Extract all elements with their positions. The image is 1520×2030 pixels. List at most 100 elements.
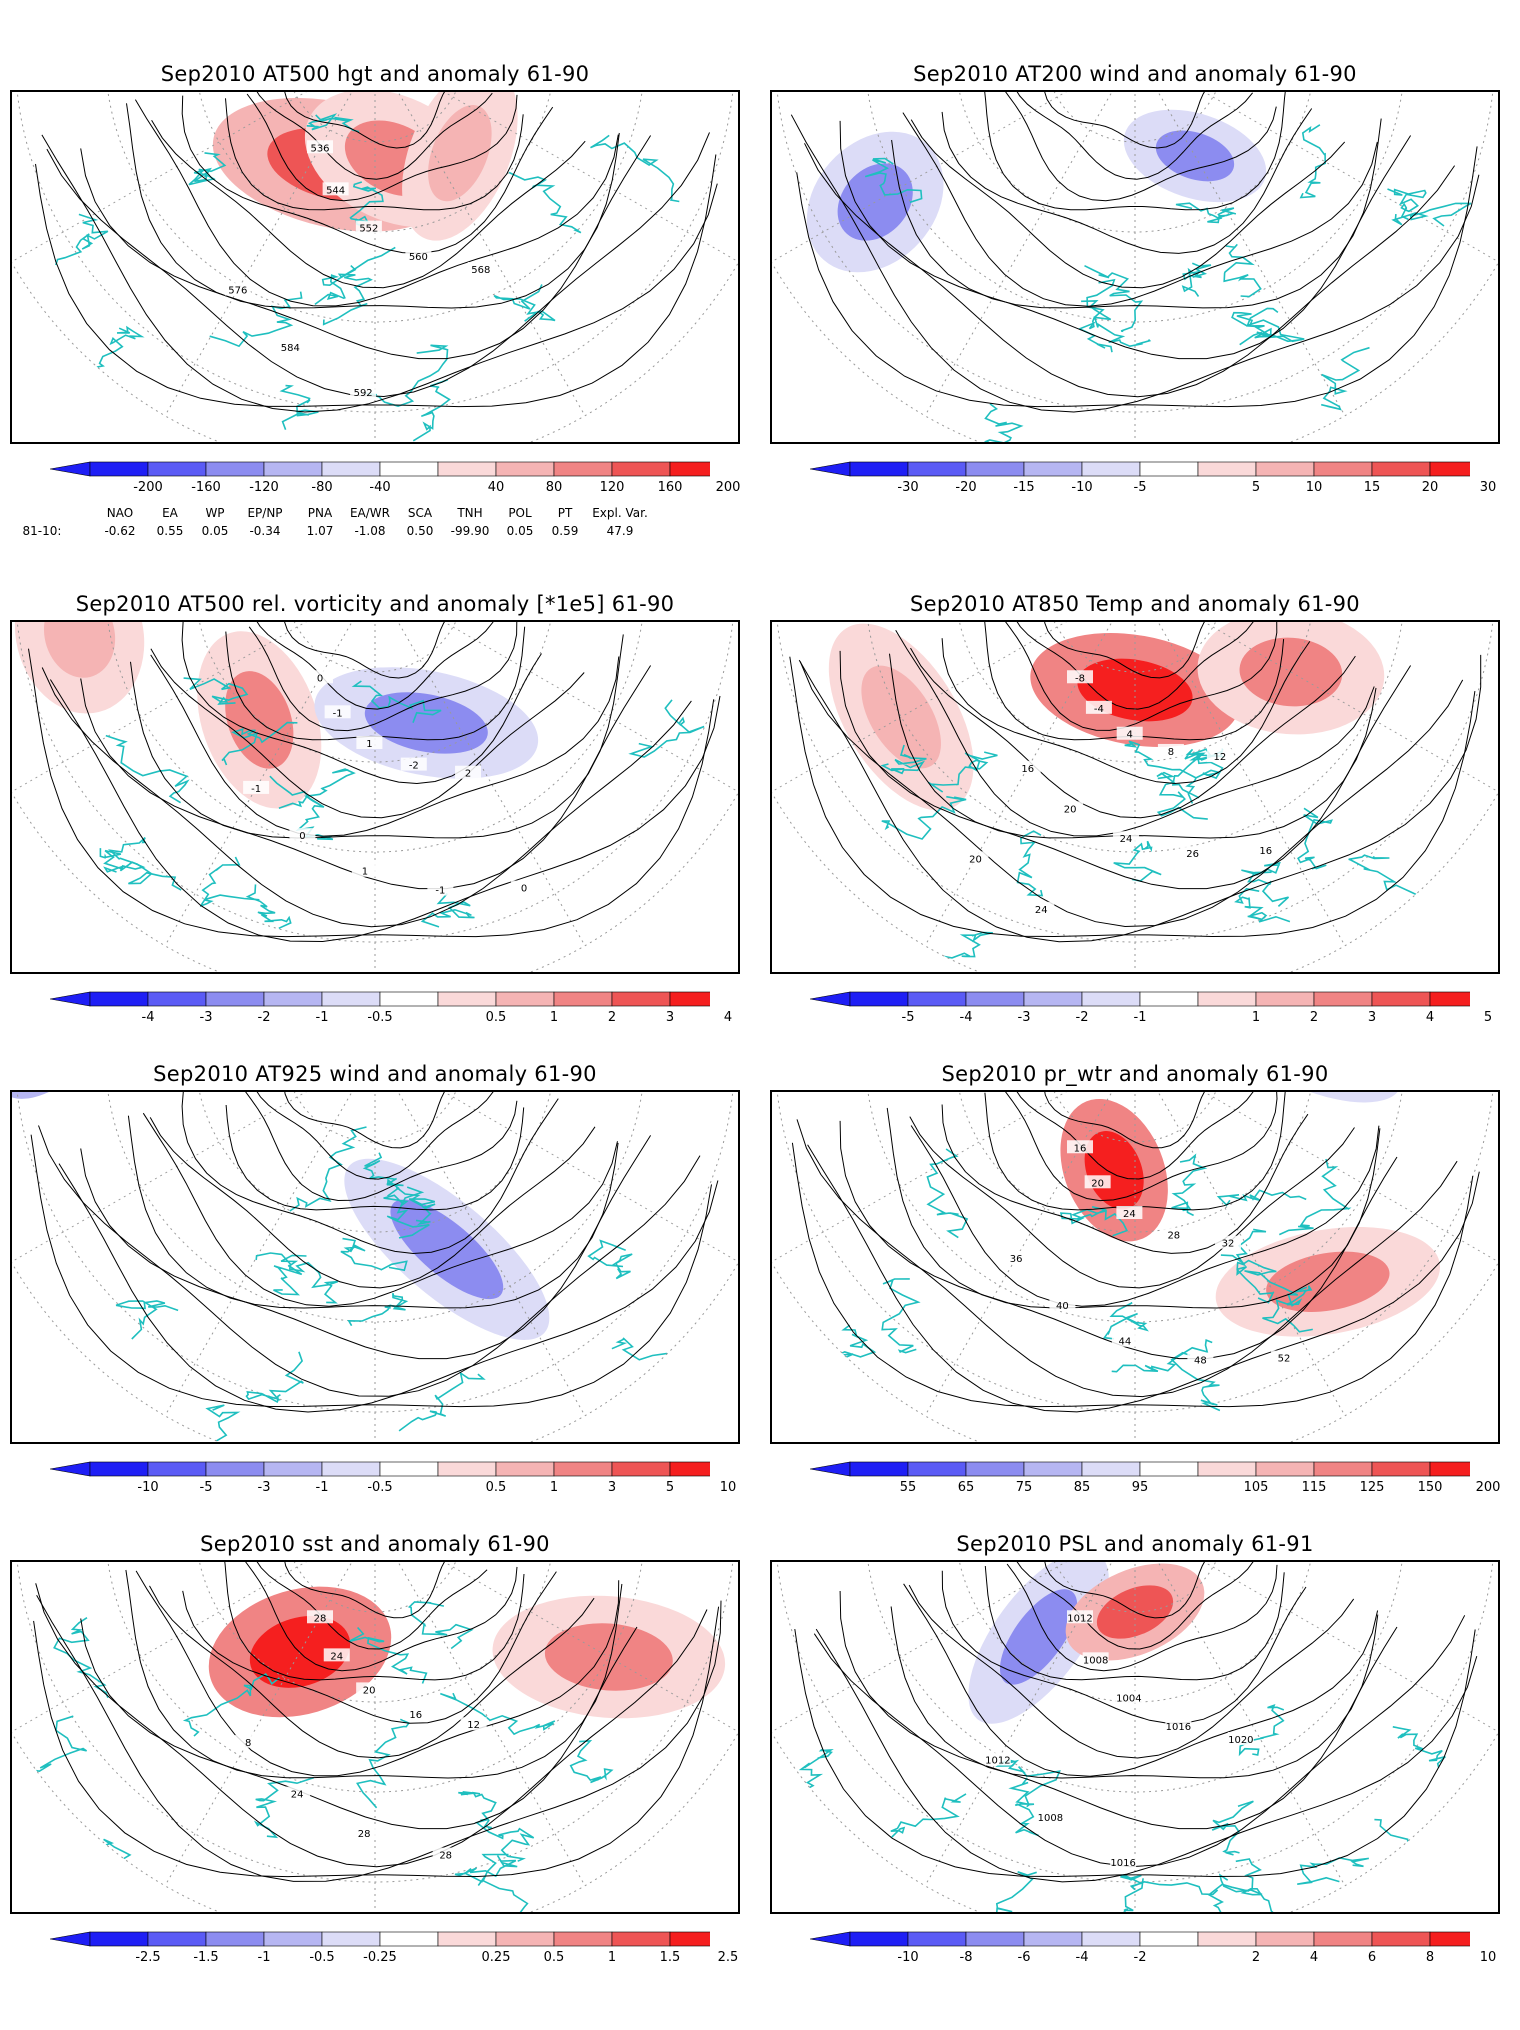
contour-label-bg: [467, 261, 494, 275]
contour-line: [35, 154, 717, 408]
contour-line: [794, 1629, 1476, 1878]
contour-line: [815, 1628, 1478, 1883]
coastline: [407, 1601, 474, 1650]
colorbar-tick-label: -30: [897, 480, 919, 495]
coastline: [1170, 1351, 1221, 1412]
coastline: [474, 1818, 535, 1862]
contour-label: 26: [1186, 849, 1199, 860]
colorbar-tick-label: 40: [487, 480, 505, 495]
colorbar-segment: [437, 991, 497, 1007]
colorbar-segment: [321, 991, 381, 1007]
colorbar-tick-label: 5: [1251, 480, 1261, 495]
coastline: [351, 680, 442, 723]
colorbar-segment: [263, 1461, 323, 1477]
contour-line: [1013, 92, 1253, 180]
map-panel-p5: Sep2010 AT925 wind and anomaly 61-90 -10-…: [10, 1060, 740, 1560]
colorbar-segment: [1255, 1461, 1315, 1477]
contour-line: [38, 1125, 701, 1397]
map-frame: 536 544 552 560 568 576 584 592: [10, 90, 740, 444]
coastline: [86, 1838, 139, 1890]
coastline: [340, 1237, 408, 1272]
colorbar-segment: [1371, 1461, 1431, 1477]
longitude-line: [1140, 1092, 1346, 1416]
contour-label-bg: [1187, 1352, 1214, 1366]
contour-label-bg: [277, 340, 304, 354]
colorbar-tick-label: 15: [1363, 480, 1381, 495]
contour-label-bg: [405, 249, 432, 263]
colorbar-segment: [1197, 991, 1257, 1007]
coastline: [926, 1148, 969, 1239]
colorbar-tick-label: 0.5: [543, 1950, 565, 1965]
index-value: -99.90: [450, 524, 490, 538]
contour-label-bg: [323, 1648, 350, 1662]
colorbar-segment: [1255, 991, 1315, 1007]
contour-label: 28: [314, 1613, 327, 1624]
colorbar-segment: [437, 1461, 497, 1477]
contour-label-bg: [356, 736, 383, 750]
longitude-line: [1145, 622, 1498, 793]
colorbar-tick-label: 80: [545, 480, 563, 495]
longitude-line: [164, 1092, 370, 1416]
contour-line: [246, 93, 518, 202]
colorbar-tick-label: -0.5: [309, 1950, 335, 1965]
color-bar: 55 65 75 85 95 105 115 125 150 200: [810, 1460, 1500, 1506]
coastline: [458, 1791, 497, 1829]
colorbar-segment: [849, 991, 909, 1007]
polar-map: 0 -1 1 -2 2 -1 0 1 -1 0: [12, 622, 738, 972]
coastline: [1297, 807, 1333, 870]
color-bar: -30 -20 -15 -10 -5 5 10 15 20 30: [810, 460, 1496, 506]
latitude-line: [284, 622, 466, 673]
contour-label-bg: [432, 1847, 459, 1861]
contour-line: [790, 114, 1480, 413]
contour-label: 24: [1120, 834, 1133, 845]
colorbar-segment: [495, 461, 555, 477]
colorbar-segment: [849, 461, 909, 477]
longitude-line: [380, 92, 586, 416]
longitude-line: [385, 92, 738, 263]
contour-label: 8: [245, 1738, 251, 1749]
coastline: [420, 893, 475, 928]
contour-line: [789, 656, 1476, 938]
coastline: [658, 888, 701, 923]
coastline: [278, 768, 356, 810]
colorbar-tick-label: 10: [1305, 480, 1323, 495]
contour-label: 536: [310, 143, 329, 154]
colorbar-segment: [89, 991, 149, 1007]
longitude-line: [1145, 1562, 1498, 1733]
coastline: [1392, 1726, 1446, 1768]
colorbar-segment: [669, 1931, 710, 1947]
longitude-line: [1140, 622, 1346, 946]
coastline: [1207, 1858, 1262, 1912]
anomaly-core: [861, 665, 941, 769]
contour-label: 1012: [985, 1756, 1010, 1767]
contour-label-bg: [289, 828, 316, 842]
contour-line: [799, 661, 1464, 928]
contour-label: 20: [969, 854, 982, 865]
coastline: [493, 284, 556, 322]
contour-line: [1014, 1092, 1254, 1180]
colorbar-segment: [907, 991, 967, 1007]
index-value: 0.55: [156, 524, 184, 538]
colorbar-tick-label: 2.5: [717, 1950, 739, 1965]
coastline: [957, 1871, 1037, 1912]
coastline: [1077, 278, 1116, 353]
colorbar-segment: [1429, 1461, 1470, 1477]
contour-line: [1043, 92, 1212, 149]
colorbar-segment: [1313, 991, 1373, 1007]
contour-line: [807, 1144, 1480, 1413]
coastline: [826, 1324, 877, 1366]
contour-label: 576: [228, 286, 247, 297]
coastline: [1235, 1228, 1275, 1304]
coastline: [398, 1371, 486, 1432]
index-value: -0.34: [249, 524, 281, 538]
index-value: 0.05: [201, 524, 229, 538]
colorbar-arrow-left: [810, 1461, 851, 1477]
panel-title: Sep2010 AT850 Temp and anomaly 61-90: [910, 592, 1360, 616]
coastline: [881, 795, 967, 840]
contour-line: [984, 1565, 1285, 1681]
colorbar-segment: [89, 1931, 149, 1947]
map-frame: 16 20 24 28 32 36 40 44 48 52: [770, 1090, 1500, 1444]
coastline: [880, 744, 927, 775]
index-header: WP: [205, 506, 225, 520]
contour-label-bg: [307, 670, 333, 684]
